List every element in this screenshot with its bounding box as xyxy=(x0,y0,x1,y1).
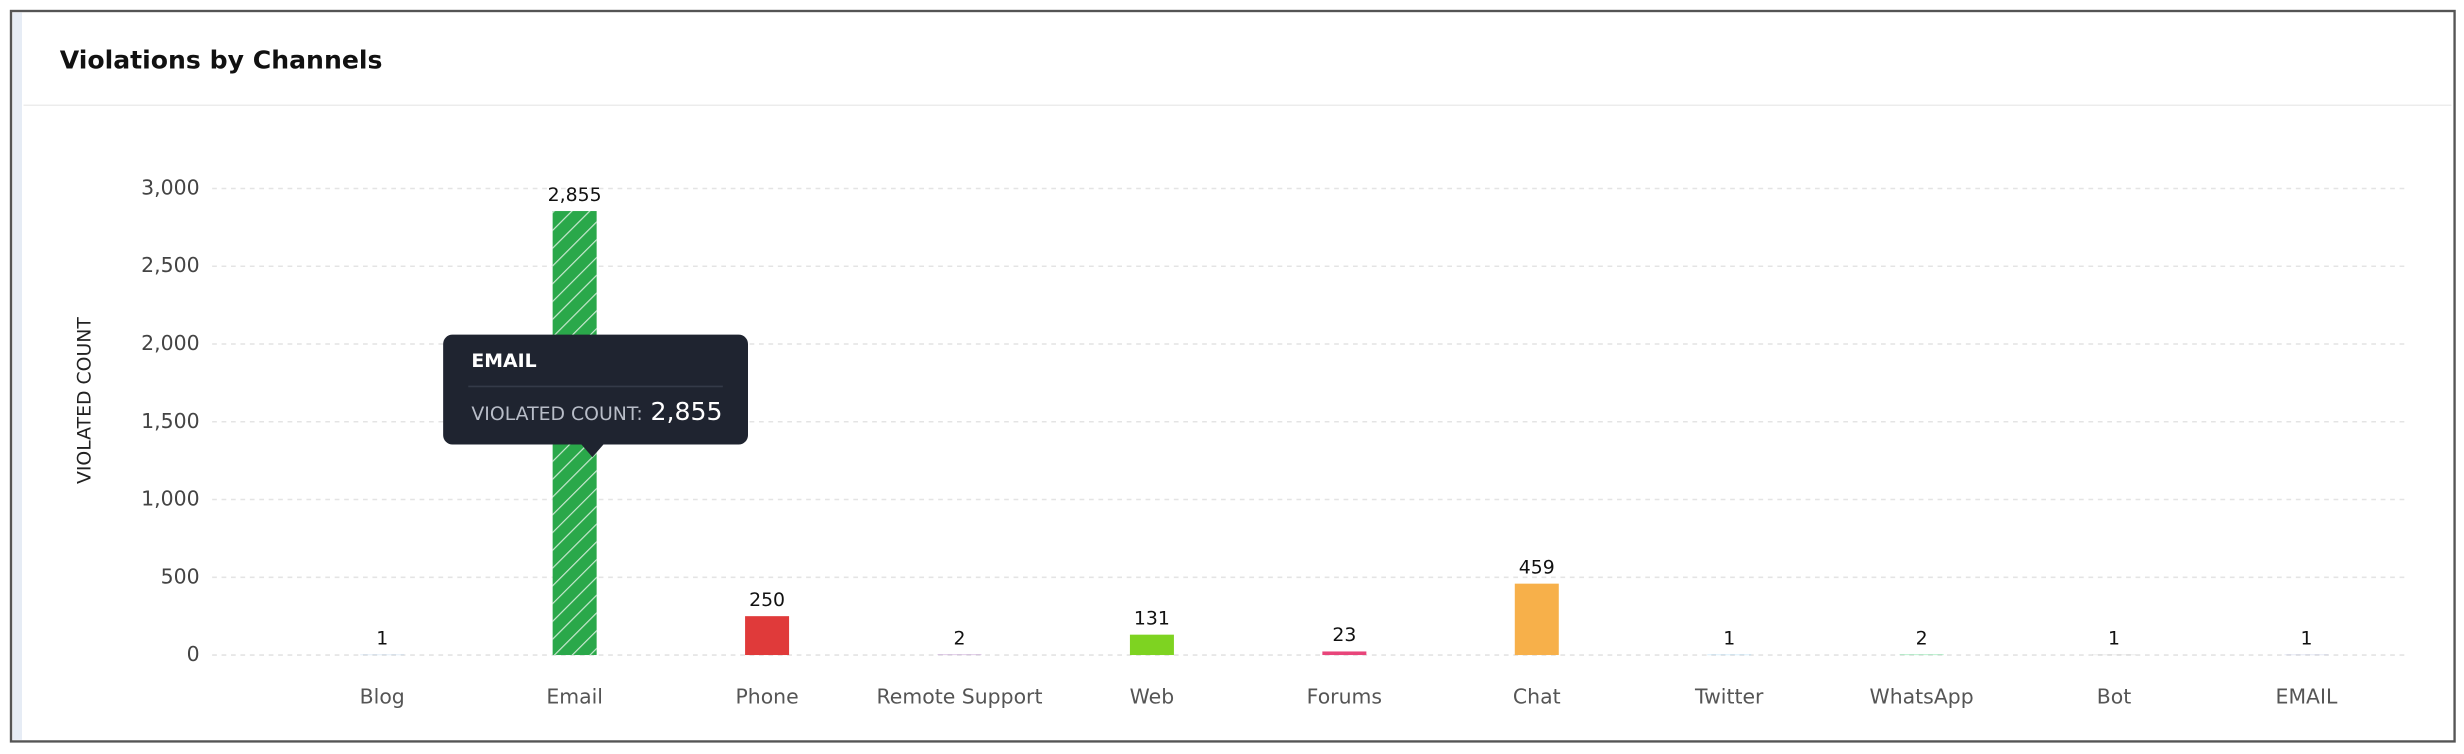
bar xyxy=(1514,583,1559,656)
x-tick-label: Email xyxy=(546,684,603,708)
data-label: 459 xyxy=(1519,557,1555,578)
tooltip-arrow xyxy=(581,444,604,458)
data-label: 2,855 xyxy=(548,185,602,206)
y-axis-label: VIOLATED COUNT xyxy=(74,317,95,484)
y-tick-label: 2,500 xyxy=(141,253,199,277)
bar xyxy=(745,616,790,656)
tooltip-value: 2,855 xyxy=(651,397,723,426)
x-tick-label: Forums xyxy=(1307,684,1382,708)
bar xyxy=(1322,651,1367,656)
x-tick-label: Phone xyxy=(735,684,798,708)
y-tick-label: 1,500 xyxy=(141,409,199,433)
data-label: 2 xyxy=(1916,629,1928,650)
x-tick-label: Chat xyxy=(1513,684,1561,708)
bar xyxy=(1129,634,1174,656)
y-tick-label: 3,000 xyxy=(141,176,199,200)
data-label: 131 xyxy=(1134,608,1170,629)
tooltip: EMAIL VIOLATED COUNT: 2,855 xyxy=(443,334,748,458)
x-tick-label: WhatsApp xyxy=(1870,684,1974,708)
x-tick-label: EMAIL xyxy=(2276,684,2338,708)
x-tick-label: Remote Support xyxy=(877,684,1043,708)
chart-title: Violations by Channels xyxy=(60,45,383,74)
data-label: 1 xyxy=(376,629,388,650)
side-strip xyxy=(12,12,22,740)
frame xyxy=(9,9,2456,743)
x-tick-label: Twitter xyxy=(1694,684,1764,708)
x-tick-label: Blog xyxy=(360,684,405,708)
x-tick-label: Web xyxy=(1130,684,1175,708)
data-label: 250 xyxy=(749,590,785,611)
y-tick-label: 500 xyxy=(161,564,200,588)
x-tick-label: Bot xyxy=(2097,684,2132,708)
data-label: 1 xyxy=(2108,629,2120,650)
y-tick-label: 1,000 xyxy=(141,487,199,511)
tooltip-title: EMAIL xyxy=(471,351,536,372)
data-label: 1 xyxy=(1723,629,1735,650)
tooltip-label: VIOLATED COUNT: xyxy=(471,404,642,425)
tooltip-box xyxy=(443,334,748,445)
data-label: 2 xyxy=(953,629,965,650)
y-tick-label: 2,000 xyxy=(141,331,199,355)
data-label: 23 xyxy=(1332,625,1356,646)
data-label: 1 xyxy=(2300,629,2312,650)
y-tick-label: 0 xyxy=(187,642,200,666)
